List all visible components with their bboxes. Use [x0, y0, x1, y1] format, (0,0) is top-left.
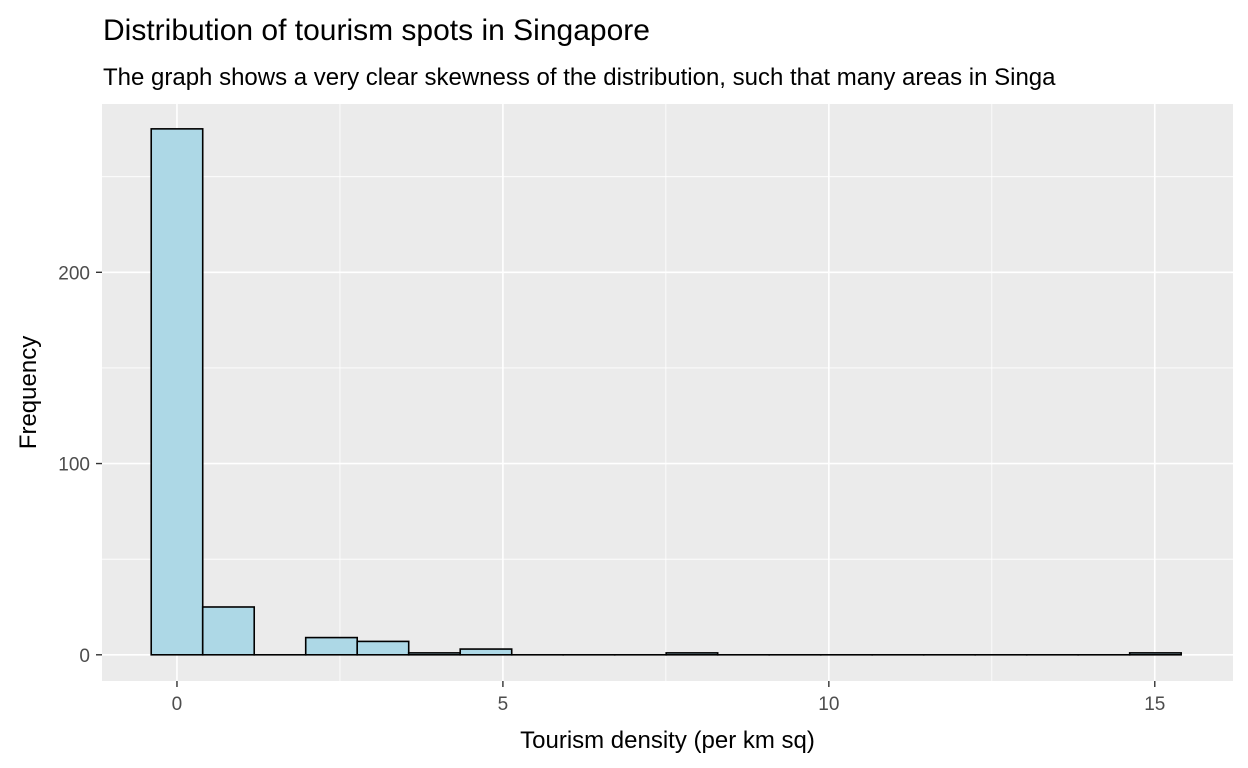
chart-title: Distribution of tourism spots in Singapo… — [103, 14, 650, 47]
bars — [150, 128, 1182, 656]
chart-subtitle: The graph shows a very clear skewness of… — [103, 64, 1056, 91]
histogram-bar — [356, 640, 410, 656]
histogram-bar — [459, 648, 513, 656]
x-tick-label: 15 — [1144, 694, 1165, 715]
histogram-bar — [150, 128, 204, 656]
x-axis: 0 5 10 15 — [172, 681, 1165, 715]
plot-panel — [102, 104, 1233, 681]
x-tick-label: 10 — [818, 694, 839, 715]
x-tick-label: 0 — [172, 694, 183, 715]
histogram-bar — [201, 606, 256, 656]
x-axis-title: Tourism density (per km sq) — [520, 727, 815, 754]
histogram-bar — [304, 636, 359, 656]
y-axis: 0 100 200 — [58, 263, 102, 667]
y-tick-label: 200 — [58, 263, 90, 284]
y-axis-title: Frequency — [15, 336, 42, 449]
histogram-bar — [407, 652, 462, 656]
y-tick-label: 100 — [58, 455, 90, 476]
y-tick-label: 0 — [79, 646, 90, 667]
histogram-bar — [1128, 652, 1182, 656]
x-tick-label: 5 — [498, 694, 509, 715]
histogram-bar — [665, 652, 719, 656]
